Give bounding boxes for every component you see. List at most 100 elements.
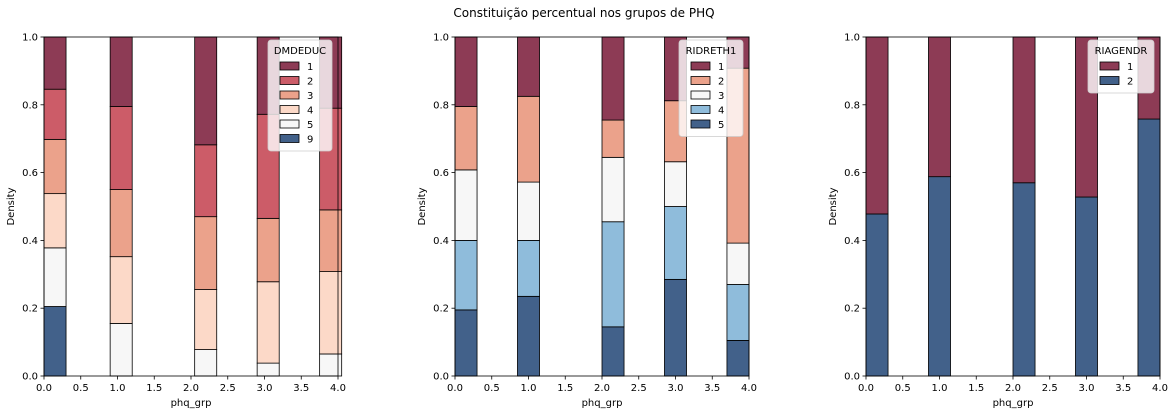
legend-swatch-1 — [1099, 61, 1120, 71]
x-tick-label: 0.0 — [447, 383, 463, 394]
y-axis-label: Density — [417, 187, 428, 225]
bar-segment-4 — [726, 284, 750, 341]
legend-swatch-4 — [690, 105, 711, 114]
bar-segment-3 — [43, 138, 67, 195]
bar-stack-1 — [865, 36, 889, 377]
x-tick-label: 0.0 — [858, 383, 874, 394]
bar-segment-3 — [256, 217, 280, 283]
legend-label-5: 5 — [718, 120, 724, 131]
x-tick-label: 3.5 — [1115, 383, 1131, 394]
x-tick-label: 1.0 — [110, 383, 126, 394]
bar-segment-5 — [256, 362, 280, 377]
bar-stack-3 — [601, 36, 625, 377]
bar-segment-5 — [109, 323, 133, 377]
legend-swatch-1 — [279, 61, 300, 71]
bar-stacks — [454, 36, 750, 377]
y-tick-label: 0.0 — [433, 372, 449, 383]
subplot-1: 0.0 0.5 1.0 1.5 2.0 2.5 3.0 3.5 4.00.00.20.40.60… — [6, 33, 346, 410]
legend-swatch-4 — [279, 105, 300, 114]
bar-segment-5 — [517, 295, 540, 377]
y-tick-label: 0.2 — [433, 304, 449, 315]
x-tick-label: 1.0 — [521, 383, 537, 394]
y-axis-ticks: 0.0 0.2 0.4 0.6 0.8 1.0 — [844, 33, 866, 383]
bar-segment-4 — [517, 239, 540, 297]
bar-segment-1 — [865, 36, 889, 215]
bar-segment-2 — [194, 144, 218, 218]
bar-segment-2 — [1075, 196, 1098, 377]
y-tick-label: 1.0 — [433, 33, 449, 44]
figure-title: Constituição percentual nos grupos de PH… — [453, 6, 714, 20]
legend-label-2: 2 — [718, 77, 724, 88]
y-tick-label: 0.6 — [433, 168, 449, 179]
y-axis-label: Density — [6, 187, 17, 225]
x-tick-label: 2.0 — [183, 383, 199, 394]
x-tick-label: 1.5 — [557, 383, 573, 394]
bar-stack-3 — [194, 36, 218, 377]
bar-segment-2 — [43, 88, 67, 140]
bar-stack-1 — [43, 36, 67, 377]
legend: RIAGENDR 1 2 — [1087, 39, 1155, 94]
subplot-3: 0.0 0.5 1.0 1.5 2.0 2.5 3.0 3.5 4.00.00.20.40.60… — [828, 33, 1168, 410]
bar-segment-1 — [517, 36, 540, 97]
bar-segment-4 — [601, 221, 625, 328]
y-axis-ticks: 0.0 0.2 0.4 0.6 0.8 1.0 — [433, 33, 455, 383]
legend-swatch-2 — [279, 76, 300, 85]
bar-stack-3 — [1012, 36, 1036, 377]
bar-segment-1 — [928, 36, 951, 178]
bar-segment-4 — [109, 256, 133, 324]
legend-label-4: 4 — [307, 106, 313, 117]
legend-title: RIAGENDR — [1095, 46, 1148, 57]
bar-segment-2 — [601, 119, 625, 158]
x-tick-label: 0.0 — [36, 383, 52, 394]
bar-segment-1 — [1012, 36, 1036, 184]
legend-label-2: 2 — [1127, 77, 1133, 88]
bar-segment-3 — [109, 189, 133, 258]
x-tick-label: 3.0 — [668, 383, 684, 394]
legend-swatch-1 — [690, 61, 711, 71]
bar-stack-2 — [517, 36, 540, 377]
x-tick-label: 1.5 — [146, 383, 162, 394]
bar-segment-2 — [454, 106, 478, 171]
bar-segment-5 — [664, 278, 687, 377]
y-tick-label: 1.0 — [844, 33, 860, 44]
legend-swatch-2 — [690, 76, 711, 85]
subplot-2: 0.0 0.5 1.0 1.5 2.0 2.5 3.0 3.5 4.00.00.20.40.60… — [417, 33, 757, 410]
legend-label-3: 3 — [718, 91, 724, 102]
x-tick-label: 1.5 — [968, 383, 984, 394]
x-tick-label: 2.0 — [1005, 383, 1021, 394]
x-tick-label: 4.0 — [1152, 383, 1168, 394]
x-axis-label: phq_grp — [582, 398, 623, 409]
y-tick-label: 0.2 — [22, 304, 38, 315]
bar-segment-1 — [454, 36, 478, 107]
y-tick-label: 0.6 — [22, 168, 38, 179]
x-axis-label: phq_grp — [993, 398, 1034, 409]
bar-stack-1 — [454, 36, 478, 377]
x-axis-ticks: 0.0 0.5 1.0 1.5 2.0 2.5 3.0 3.5 4.0 — [858, 376, 1168, 394]
legend-label-1: 1 — [718, 62, 724, 73]
bar-segment-1 — [109, 36, 133, 107]
y-axis-label: Density — [828, 187, 839, 225]
bar-segment-4 — [43, 193, 67, 249]
legend-title: DMDEDUC — [274, 46, 326, 57]
bar-stack-4 — [664, 36, 687, 377]
bar-segment-5 — [726, 339, 750, 377]
bar-segment-4 — [664, 206, 687, 280]
legend-swatch-5 — [279, 119, 300, 129]
bar-segment-1 — [194, 36, 218, 146]
x-tick-label: 3.0 — [1079, 383, 1095, 394]
bar-segment-3 — [194, 216, 218, 290]
bar-segment-2 — [1137, 118, 1161, 377]
bar-segment-3 — [454, 169, 478, 241]
bar-segment-1 — [601, 36, 625, 121]
legend-swatch-5 — [690, 119, 711, 129]
legend: RIDRETH1 1 2 3 4 5 — [678, 39, 744, 137]
x-tick-label: 2.5 — [631, 383, 647, 394]
y-tick-label: 0.2 — [844, 304, 860, 315]
subplot-panels: 0.0 0.5 1.0 1.5 2.0 2.5 3.0 3.5 4.00.00.20.40.60… — [6, 33, 1168, 410]
bar-segment-1 — [43, 36, 67, 90]
legend-label-5: 5 — [307, 120, 313, 131]
bar-segment-3 — [601, 156, 625, 223]
y-tick-label: 0.8 — [433, 100, 449, 111]
